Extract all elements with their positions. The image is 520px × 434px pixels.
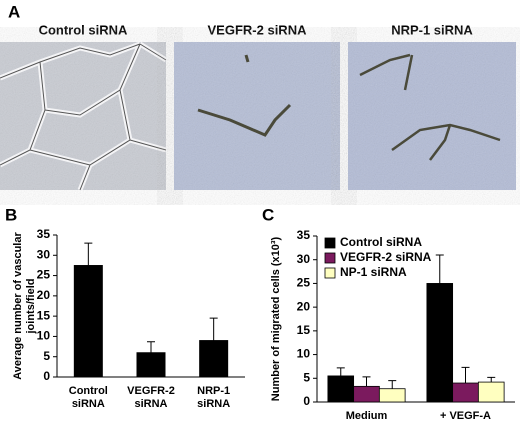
legend-swatch — [324, 237, 336, 249]
panel-label: A — [8, 2, 20, 21]
x-tick-label: NRP-1 siRNA — [197, 385, 231, 410]
y-tick-label: 10 — [37, 329, 51, 343]
image-title: Control siRNA — [39, 22, 128, 37]
legend-label: NP-1 siRNA — [340, 265, 407, 279]
y-tick-label: 5 — [43, 349, 50, 363]
legend-label: VEGFR-2 siRNA — [340, 250, 432, 264]
y-tick-label: 20 — [297, 299, 311, 313]
y-tick-label: 0 — [43, 369, 50, 383]
x-tick-label: Medium — [345, 410, 388, 422]
legend-swatch — [324, 267, 336, 279]
x-tick-label: Control siRNA — [68, 385, 108, 410]
bar — [452, 382, 479, 403]
error-bar — [362, 376, 371, 387]
bar — [426, 283, 454, 403]
bar — [353, 385, 380, 403]
y-tick-label: 10 — [297, 347, 311, 361]
image-title: VEGFR-2 siRNA — [208, 22, 308, 37]
y-tick-label: 30 — [37, 247, 51, 261]
y-tick-label: 25 — [297, 276, 311, 290]
error-bar — [336, 367, 345, 376]
x-tick-label: + VEGF-A — [439, 410, 492, 422]
y-tick-label: 30 — [297, 252, 311, 266]
y-tick-label: 35 — [297, 228, 311, 242]
error-bar — [388, 380, 397, 389]
micrograph — [348, 42, 516, 190]
y-tick-label: 25 — [37, 268, 51, 282]
y-axis-label: Average number of vascular joints/field — [12, 232, 37, 380]
bar — [327, 375, 355, 403]
legend-label: Control siRNA — [340, 235, 422, 249]
bar — [477, 381, 505, 403]
legend-swatch — [324, 252, 336, 264]
x-tick-label: VEGFR-2 siRNA — [127, 385, 175, 410]
y-axis-label: Number of migrated cells (x10³) — [270, 236, 282, 402]
error-bar — [435, 254, 444, 284]
y-tick-label: 15 — [297, 323, 311, 337]
panel-label: B — [5, 205, 17, 224]
micrograph — [0, 41, 168, 191]
y-tick-label: 5 — [303, 370, 310, 384]
image-title: NRP-1 siRNA — [391, 22, 473, 37]
error-bar — [84, 242, 93, 266]
error-bar — [487, 376, 496, 383]
error-bar — [209, 317, 218, 341]
bar — [199, 340, 229, 378]
bar — [73, 265, 103, 378]
bar — [136, 352, 166, 378]
y-tick-label: 15 — [37, 308, 51, 322]
y-tick-label: 20 — [37, 288, 51, 302]
y-tick-label: 35 — [37, 227, 51, 241]
panel-label: C — [262, 205, 274, 224]
bar — [378, 388, 406, 403]
error-bar — [147, 341, 155, 353]
error-bar — [461, 366, 470, 384]
micrograph — [174, 42, 340, 190]
y-tick-label: 0 — [303, 394, 310, 408]
